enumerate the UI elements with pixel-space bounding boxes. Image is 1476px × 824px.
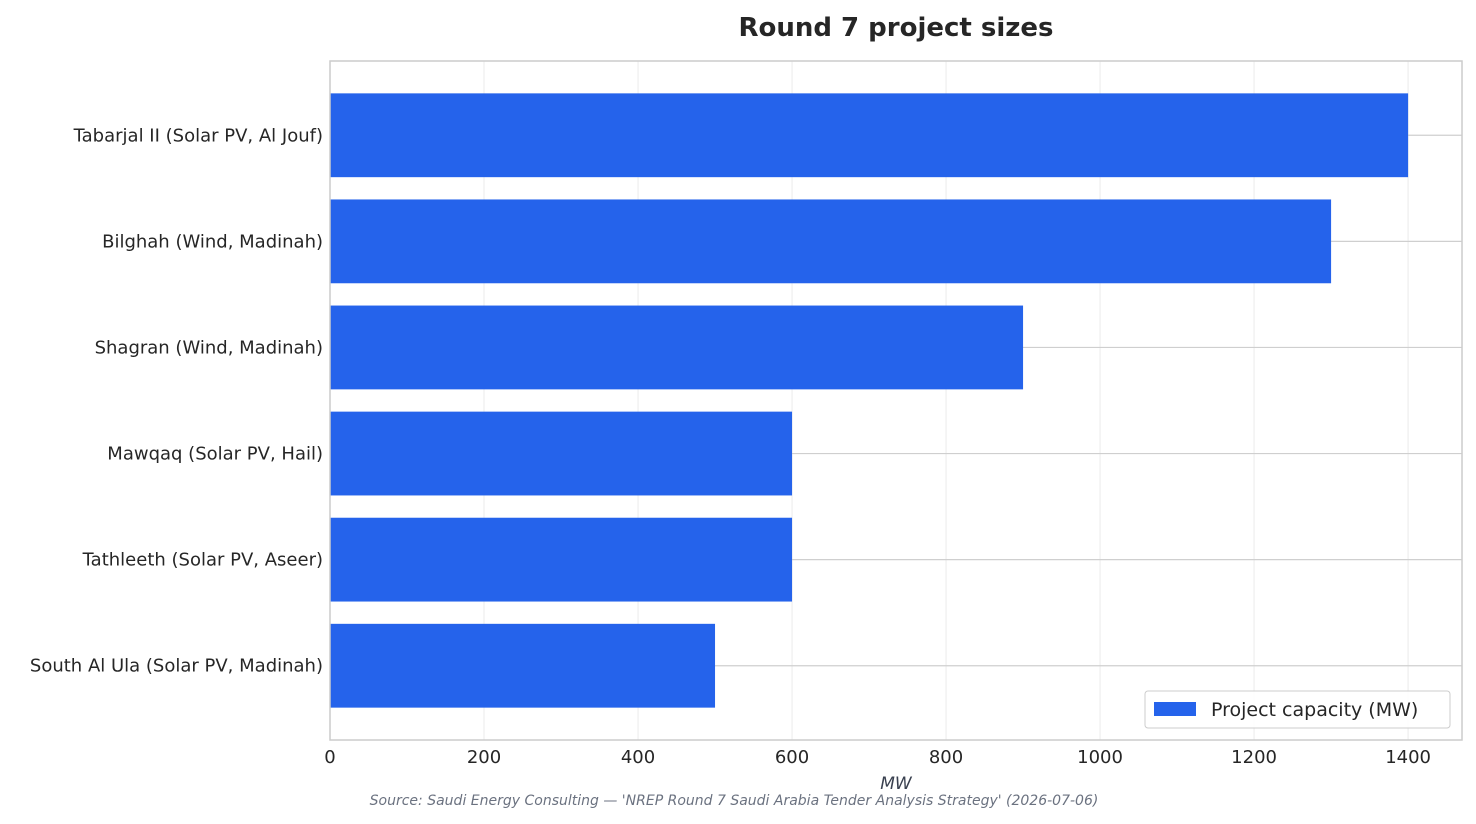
source-note: Source: Saudi Energy Consulting — 'NREP … — [370, 793, 1099, 809]
legend-label: Project capacity (MW) — [1211, 699, 1418, 721]
plot-frame — [329, 60, 1463, 741]
x-tick-label: 600 — [775, 747, 809, 768]
y-tick-label: South Al Ula (Solar PV, Madinah) — [30, 656, 323, 677]
x-tick-label: 1200 — [1231, 747, 1277, 768]
legend-swatch — [1154, 702, 1196, 716]
y-tick-label: Mawqaq (Solar PV, Hail) — [107, 444, 323, 465]
x-tick-label: 0 — [324, 747, 335, 768]
x-axis-tick-labels: 0 200 400 600 800 1000 1200 1400 — [324, 747, 1431, 768]
x-tick-label: 800 — [929, 747, 963, 768]
legend-box — [1144, 690, 1451, 729]
bar — [330, 93, 1409, 178]
y-tick-label: Shagran (Wind, Madinah) — [95, 337, 323, 358]
chart-title: Round 7 project sizes — [738, 13, 1053, 43]
y-tick-label: Tabarjal II (Solar PV, Al Jouf) — [73, 125, 323, 146]
x-tick-label: 400 — [621, 747, 655, 768]
legend: Project capacity (MW) — [1144, 690, 1451, 729]
x-tick-label: 200 — [467, 747, 501, 768]
bar — [330, 517, 793, 602]
bar — [330, 411, 793, 496]
y-tick-label: Tathleeth (Solar PV, Aseer) — [82, 550, 323, 571]
x-tick-label: 1000 — [1077, 747, 1123, 768]
bar — [330, 305, 1024, 390]
bar — [330, 199, 1332, 284]
bars — [330, 93, 1409, 708]
x-tick-label: 1400 — [1385, 747, 1431, 768]
bar — [330, 623, 716, 708]
y-tick-label: Bilghah (Wind, Madinah) — [102, 231, 323, 252]
x-axis-label: MW — [880, 774, 913, 794]
y-axis-tick-labels: Tabarjal II (Solar PV, Al Jouf) Bilghah (… — [30, 125, 323, 676]
